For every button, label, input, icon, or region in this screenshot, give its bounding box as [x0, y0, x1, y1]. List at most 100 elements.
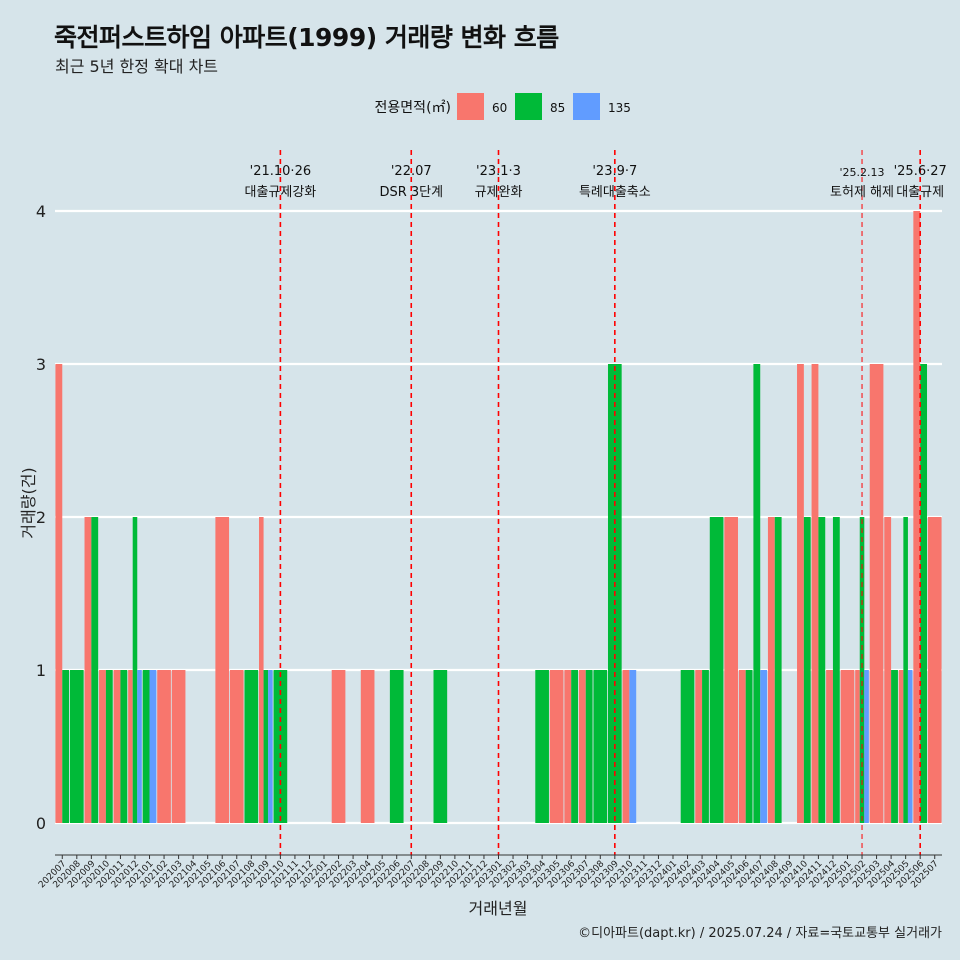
event-date: '21.10·26 — [250, 164, 311, 179]
legend: 전용면적(㎡) 60 85 135 — [375, 93, 631, 120]
bar-85-202411 — [818, 517, 826, 823]
bar-60-202504 — [884, 517, 892, 823]
event-label: 특례대출축소 — [579, 185, 651, 200]
bar-60-202307 — [578, 670, 586, 823]
bar-60-202408 — [767, 517, 775, 823]
event-date: '23.9·7 — [592, 164, 637, 179]
bar-85-202206 — [389, 670, 404, 823]
legend-label-135: 135 — [608, 101, 631, 115]
y-tick-label: 0 — [36, 814, 46, 833]
bar-85-202306 — [571, 670, 579, 823]
bar-85-202012 — [132, 517, 138, 823]
bar-60-202011 — [113, 670, 121, 823]
bar-85-202008 — [69, 670, 84, 823]
bar-60-202305 — [549, 670, 564, 823]
event-label: 대출규제강화 — [245, 185, 317, 200]
source-caption: ©디아파트(dapt.kr) / 2025.07.24 / 자료=국토교통부 실… — [578, 926, 942, 941]
bar-60-202507 — [927, 517, 942, 823]
event-date: '25.6·27 — [894, 164, 947, 179]
bar-60-202411 — [811, 364, 819, 823]
chart-subtitle: 최근 5년 한정 확대 차트 — [55, 57, 219, 76]
bar-60-202204 — [360, 670, 375, 823]
bar-85-202408 — [774, 517, 782, 823]
bar-135-202505 — [907, 670, 913, 823]
bar-85-202209 — [433, 670, 448, 823]
bar-85-202410 — [803, 517, 811, 823]
bar-85-202007 — [62, 670, 70, 823]
bar-85-202406 — [745, 670, 753, 823]
bar-85-202011 — [120, 670, 128, 823]
bar-85-202010 — [105, 670, 113, 823]
bar-60-202102 — [157, 670, 171, 823]
bar-85-202009 — [91, 517, 99, 823]
chart-title: 죽전퍼스트하임 아파트(1999) 거래량 변화 흐름 — [54, 23, 559, 52]
bar-85-202109 — [263, 670, 269, 823]
bar-85-202307 — [585, 670, 593, 823]
bar-85-202407 — [753, 364, 761, 823]
legend-label-60: 60 — [492, 101, 507, 115]
bar-85-202304 — [535, 670, 549, 823]
bar-60-202106 — [215, 517, 230, 823]
y-tick-label: 3 — [36, 355, 46, 374]
y-axis-title: 거래량(건) — [19, 467, 38, 538]
event-label: DSR 3단계 — [379, 185, 443, 200]
bar-85-202412 — [832, 517, 840, 823]
bar-135-202310 — [629, 670, 637, 823]
event-markers: '21.10·26 대출규제강화 '22.07 DSR 3단계 '23.1·3 규제완화 '… — [245, 150, 947, 855]
bar-85-202403 — [702, 670, 709, 823]
event-date: '25.2.13 — [840, 166, 885, 179]
y-axis: 0 1 2 3 4 — [36, 202, 46, 833]
bar-60-202107 — [229, 670, 244, 823]
bar-85-202505 — [903, 517, 908, 823]
bar-85-202502 — [859, 517, 865, 823]
event-date: '22.07 — [391, 164, 432, 179]
bar-135-202012 — [137, 670, 142, 823]
bar-85-202404 — [709, 517, 724, 823]
bar-60-202410 — [797, 364, 804, 823]
bar-135-202101 — [149, 670, 157, 823]
y-tick-label: 2 — [36, 508, 46, 527]
legend-title: 전용면적(㎡) — [375, 100, 451, 116]
bars — [55, 211, 942, 823]
bar-60-202109 — [259, 517, 264, 823]
bar-135-202407 — [760, 670, 768, 823]
bar-60-202405 — [724, 517, 738, 823]
bar-60-202502 — [855, 670, 860, 823]
bar-60-202406 — [738, 670, 746, 823]
bar-85-202308 — [593, 670, 608, 823]
bar-60-202412 — [826, 670, 833, 823]
event-label: 대출규제 — [896, 185, 944, 200]
y-tick-label: 1 — [36, 661, 46, 680]
bar-60-202012 — [128, 670, 133, 823]
bar-60-202310 — [622, 670, 630, 823]
x-axis-title: 거래년월 — [469, 899, 528, 918]
legend-swatch-85 — [515, 93, 542, 120]
y-tick-label: 4 — [36, 202, 46, 221]
bar-135-202109 — [268, 670, 273, 823]
bar-60-202306 — [564, 670, 572, 823]
event-label: 토허제 해제 — [830, 185, 894, 200]
event-date: '23.1·3 — [476, 164, 521, 179]
bar-60-202103 — [171, 670, 186, 823]
legend-label-85: 85 — [550, 101, 565, 115]
bar-60-202403 — [695, 670, 703, 823]
bar-60-202007 — [55, 364, 63, 823]
grid-lines — [55, 209, 942, 825]
bar-60-202506 — [913, 211, 921, 823]
bar-60-202501 — [840, 670, 855, 823]
bar-85-202504 — [891, 670, 898, 823]
legend-swatch-135 — [573, 93, 600, 120]
x-axis: 2020072020082020092020102020112020122021… — [37, 854, 942, 890]
bar-85-202506 — [920, 364, 928, 823]
bar-85-202101 — [142, 670, 150, 823]
bar-135-202502 — [864, 670, 869, 823]
bar-60-202503 — [869, 364, 884, 823]
legend-swatch-60 — [457, 93, 484, 120]
bar-85-202402 — [680, 670, 695, 823]
event-label: 규제완화 — [475, 185, 523, 200]
bar-60-202009 — [84, 517, 92, 823]
bar-60-202202 — [331, 670, 346, 823]
bar-60-202010 — [99, 670, 106, 823]
bar-60-202505 — [898, 670, 904, 823]
